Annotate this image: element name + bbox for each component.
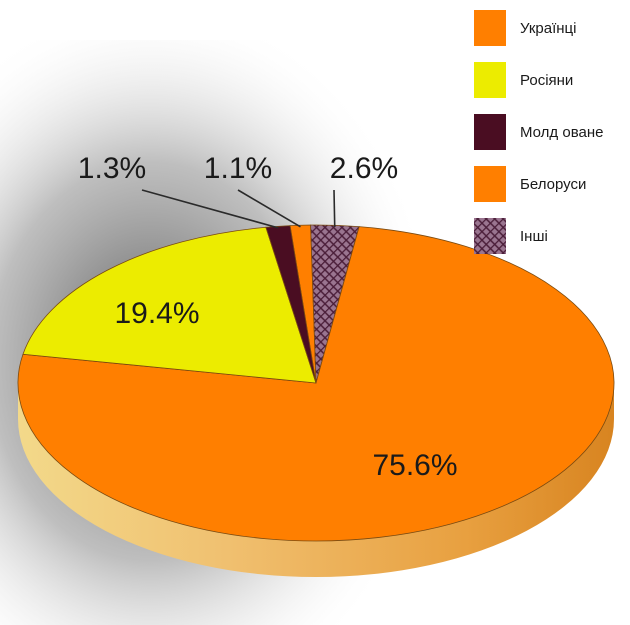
leader-line-4 (237, 189, 301, 228)
legend-label-3: Молд оване (520, 124, 603, 141)
pie-slice-2 (22, 226, 317, 384)
legend-label-4: Белоруси (520, 176, 586, 193)
legend-swatch-1 (474, 10, 506, 46)
slice-label-5: 2.6% (330, 152, 398, 185)
pie-slice-1 (17, 226, 615, 542)
leader-line-5 (333, 189, 336, 227)
pie-labels: 75.6% 19.4% 1.3% 1.1% 2.6% (78, 152, 458, 482)
pie-side-wall (18, 383, 614, 577)
legend-swatch-5 (474, 218, 506, 254)
legend-label-5: Інші (520, 228, 548, 245)
slice-label-1: 75.6% (372, 449, 457, 482)
legend-swatch-4 (474, 166, 506, 202)
pie-leader-lines (141, 189, 336, 229)
leader-line-3 (141, 189, 279, 229)
pie-slice-3 (265, 225, 317, 384)
pie-slices (17, 224, 615, 542)
slice-label-2: 19.4% (114, 297, 199, 330)
legend: Українці Росіяни Молд оване Белоруси Інші (474, 10, 603, 254)
legend-label-2: Росіяни (520, 72, 573, 89)
slice-label-4: 1.1% (204, 152, 272, 185)
legend-swatch-3 (474, 114, 506, 150)
legend-label-1: Українці (520, 20, 576, 37)
slice-label-3: 1.3% (78, 152, 146, 185)
pie-rim (18, 383, 614, 577)
legend-swatch-2 (474, 62, 506, 98)
